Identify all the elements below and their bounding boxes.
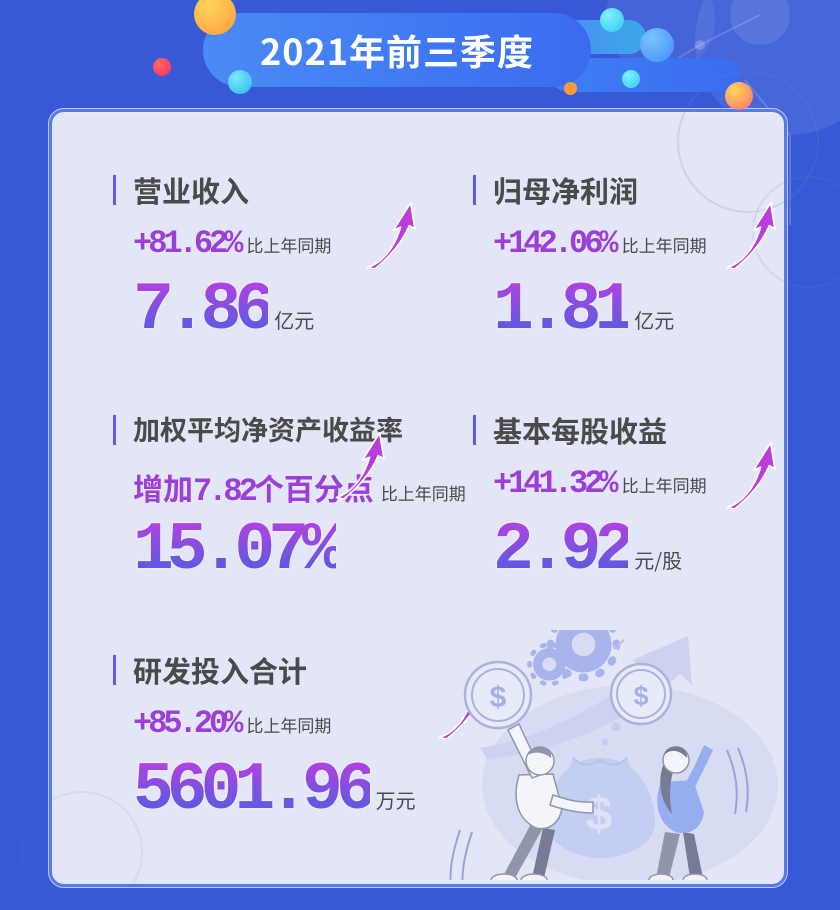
svg-text:$: $ [490, 681, 507, 714]
svg-text:$: $ [586, 788, 613, 841]
svg-text:$: $ [633, 681, 648, 711]
